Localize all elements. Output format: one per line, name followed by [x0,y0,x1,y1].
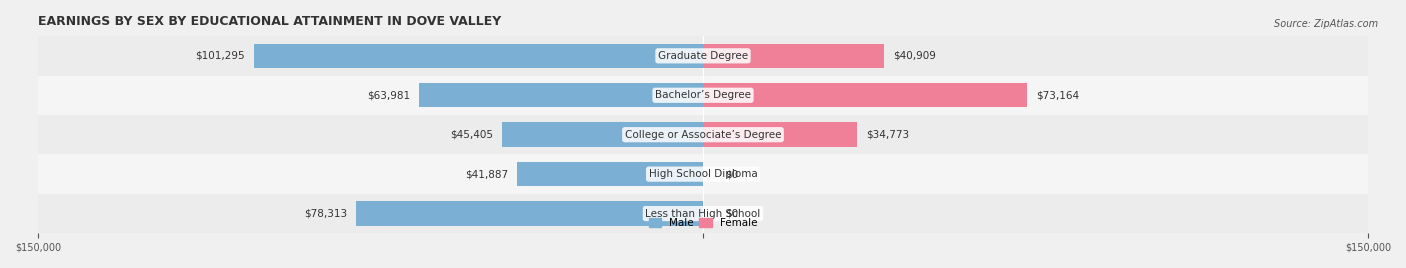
Text: $0: $0 [725,209,738,219]
Bar [517,162,703,186]
Bar [38,36,1368,76]
Text: College or Associate’s Degree: College or Associate’s Degree [624,130,782,140]
Text: $40,909: $40,909 [893,51,936,61]
Bar [502,122,703,147]
Text: $34,773: $34,773 [866,130,910,140]
Bar [703,83,1028,107]
Text: $41,887: $41,887 [465,169,509,179]
Legend: Male, Female: Male, Female [644,214,762,232]
Bar [38,154,1368,194]
Text: $101,295: $101,295 [195,51,245,61]
Bar [38,76,1368,115]
Text: $0: $0 [725,169,738,179]
Bar [419,83,703,107]
Text: Less than High School: Less than High School [645,209,761,219]
Bar [703,44,884,68]
Bar [356,201,703,226]
Bar [38,115,1368,154]
Text: $78,313: $78,313 [304,209,347,219]
Text: High School Diploma: High School Diploma [648,169,758,179]
Text: $45,405: $45,405 [450,130,494,140]
Text: Bachelor’s Degree: Bachelor’s Degree [655,90,751,100]
Bar [254,44,703,68]
Bar [38,194,1368,233]
Text: $73,164: $73,164 [1036,90,1080,100]
Text: $63,981: $63,981 [367,90,411,100]
Text: Graduate Degree: Graduate Degree [658,51,748,61]
Bar [703,122,858,147]
Text: EARNINGS BY SEX BY EDUCATIONAL ATTAINMENT IN DOVE VALLEY: EARNINGS BY SEX BY EDUCATIONAL ATTAINMEN… [38,15,502,28]
Text: Source: ZipAtlas.com: Source: ZipAtlas.com [1274,19,1378,29]
